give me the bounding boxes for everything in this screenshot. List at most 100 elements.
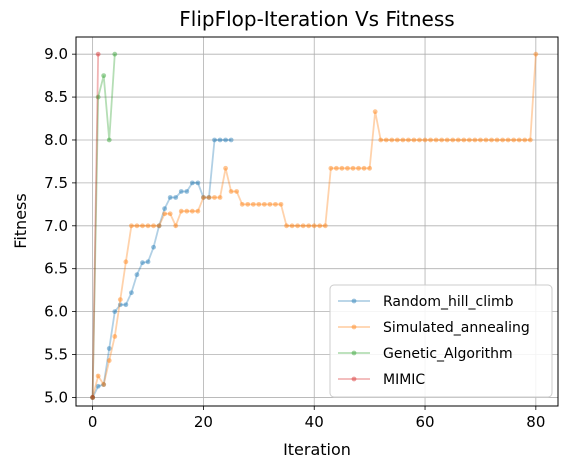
data-point-simulated-annealing — [289, 223, 295, 229]
data-point-simulated-annealing — [151, 223, 156, 229]
data-point-simulated-annealing — [478, 137, 483, 143]
series-line-random-hill-climb — [91, 139, 232, 398]
data-point-random-hill-climb — [145, 259, 151, 265]
data-point-simulated-annealing — [184, 208, 190, 214]
ticks: 0 20 40 60 80 5.0 5.5 6.0 6.5 7.0 7.5 8.0 8.5 9.0 — [44, 45, 545, 431]
series-mimic — [90, 51, 101, 400]
legend-item-mimic: MIMIC — [338, 372, 425, 388]
series-genetic-algorithm — [90, 51, 118, 400]
y-tick-label: 7.5 — [44, 174, 68, 192]
data-point-genetic-algorithm — [101, 73, 107, 79]
data-point-simulated-annealing — [345, 165, 350, 171]
data-point-simulated-annealing — [422, 137, 428, 143]
data-point-simulated-annealing — [195, 208, 201, 214]
data-point-genetic-algorithm — [112, 51, 118, 57]
data-point-simulated-annealing — [178, 208, 184, 214]
data-point-simulated-annealing — [173, 223, 179, 229]
data-point-simulated-annealing — [361, 165, 367, 171]
data-point-random-hill-climb — [228, 137, 234, 143]
legend: Random_hill_climb Simulated_annealing Gene… — [329, 284, 553, 398]
data-point-simulated-annealing — [106, 358, 112, 363]
legend-frame — [329, 284, 553, 398]
data-point-random-hill-climb — [140, 260, 145, 266]
legend-marker — [351, 324, 357, 330]
data-point-simulated-annealing — [489, 137, 494, 143]
data-point-simulated-annealing — [112, 334, 118, 339]
data-point-simulated-annealing — [455, 137, 461, 143]
grid — [76, 37, 558, 406]
data-point-simulated-annealing — [367, 165, 373, 171]
x-tick-label: 0 — [88, 413, 98, 431]
data-point-simulated-annealing — [212, 195, 217, 200]
y-tick-label: 7.0 — [44, 217, 68, 235]
data-point-random-hill-climb — [195, 180, 201, 186]
data-point-random-hill-climb — [189, 180, 195, 186]
data-point-simulated-annealing — [522, 137, 528, 143]
data-point-simulated-annealing — [505, 137, 511, 143]
data-point-random-hill-climb — [178, 189, 184, 194]
data-point-simulated-annealing — [533, 51, 539, 57]
data-point-simulated-annealing — [317, 223, 323, 229]
legend-marker — [351, 298, 357, 304]
data-point-simulated-annealing — [189, 208, 195, 214]
data-point-simulated-annealing — [167, 211, 173, 217]
series-simulated-annealing — [90, 51, 539, 400]
data-point-simulated-annealing — [95, 373, 101, 379]
data-point-simulated-annealing — [322, 223, 328, 229]
data-point-simulated-annealing — [90, 395, 96, 400]
y-tick-label: 6.0 — [44, 303, 68, 321]
data-point-genetic-algorithm — [106, 137, 112, 143]
data-point-simulated-annealing — [466, 137, 472, 143]
data-point-simulated-annealing — [267, 201, 273, 207]
legend-label: Simulated_annealing — [383, 320, 530, 336]
data-point-simulated-annealing — [483, 137, 489, 143]
data-point-simulated-annealing — [494, 137, 500, 143]
legend-marker — [351, 376, 357, 382]
plot-frame — [75, 36, 559, 407]
data-point-simulated-annealing — [300, 223, 306, 229]
data-point-simulated-annealing — [439, 137, 445, 143]
data-point-simulated-annealing — [450, 137, 456, 143]
data-point-simulated-annealing — [516, 137, 522, 143]
data-point-simulated-annealing — [295, 223, 301, 229]
data-point-simulated-annealing — [284, 223, 289, 229]
legend-item-genetic-algorithm: Genetic_Algorithm — [338, 346, 513, 362]
data-point-random-hill-climb — [217, 137, 223, 143]
data-point-simulated-annealing — [256, 201, 262, 207]
data-point-simulated-annealing — [140, 223, 145, 229]
data-point-simulated-annealing — [417, 137, 422, 143]
data-point-simulated-annealing — [472, 137, 478, 143]
data-point-random-hill-climb — [156, 223, 162, 229]
x-axis-title: Iteration — [283, 440, 351, 459]
data-point-random-hill-climb — [167, 195, 173, 200]
data-point-simulated-annealing — [461, 137, 467, 143]
data-point-simulated-annealing — [273, 201, 278, 207]
legend-item-simulated-annealing: Simulated_annealing — [338, 320, 530, 336]
data-point-random-hill-climb — [212, 137, 217, 143]
legend-marker — [351, 350, 357, 356]
data-point-simulated-annealing — [527, 137, 533, 143]
data-point-simulated-annealing — [372, 109, 378, 115]
data-point-simulated-annealing — [500, 137, 505, 143]
data-point-genetic-algorithm — [90, 395, 96, 400]
series-group — [90, 51, 539, 400]
data-point-random-hill-climb — [90, 395, 96, 400]
data-point-simulated-annealing — [117, 297, 123, 302]
series-line-genetic-algorithm — [91, 54, 116, 398]
data-point-simulated-annealing — [134, 223, 140, 229]
data-point-simulated-annealing — [311, 223, 317, 229]
data-point-simulated-annealing — [350, 165, 356, 171]
data-point-random-hill-climb — [117, 302, 123, 308]
data-point-simulated-annealing — [145, 223, 151, 229]
y-tick-label: 5.0 — [44, 388, 68, 406]
x-tick-label: 20 — [194, 413, 213, 431]
data-point-simulated-annealing — [383, 137, 389, 143]
x-tick-label: 40 — [305, 413, 324, 431]
y-tick-label: 5.5 — [44, 346, 68, 364]
data-point-simulated-annealing — [156, 223, 162, 229]
y-tick-label: 6.5 — [44, 260, 68, 278]
y-tick-label: 9.0 — [44, 45, 68, 63]
series-line-mimic — [91, 54, 100, 398]
